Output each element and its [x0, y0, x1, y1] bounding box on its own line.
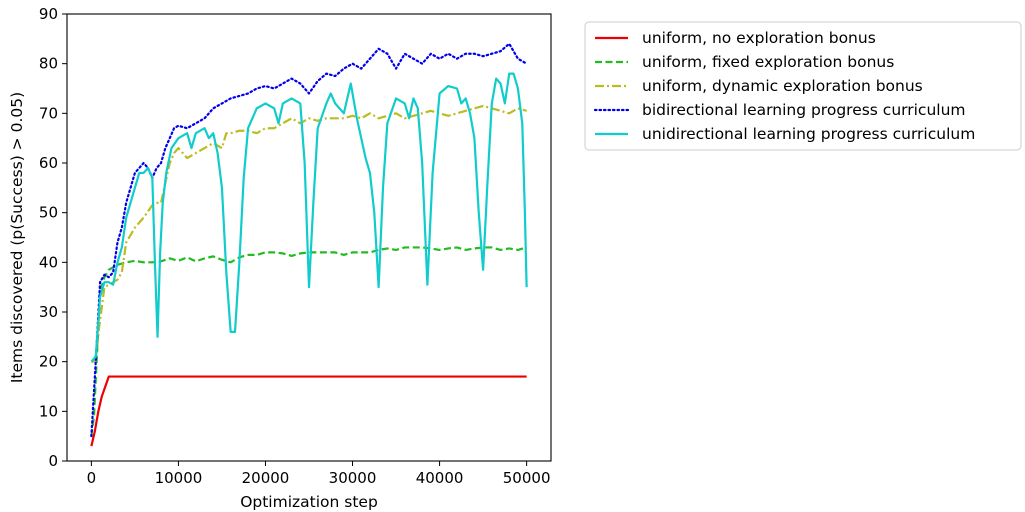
series-line-1: [90, 375, 527, 447]
x-tick-label: 50000: [503, 469, 551, 487]
legend-label-4: bidirectional learning progress curricul…: [642, 101, 966, 119]
legend-label-5: unidirectional learning progress curricu…: [642, 125, 975, 143]
y-tick-label: 70: [39, 104, 58, 122]
legend-label-3: uniform, dynamic exploration bonus: [642, 77, 923, 95]
legend-label-1: uniform, no exploration bonus: [642, 29, 876, 47]
plot-area: [90, 42, 528, 447]
plot-frame: [66, 13, 552, 462]
x-tick-label: 20000: [242, 469, 290, 487]
series-line-2: [90, 246, 527, 437]
x-tick-label: 10000: [155, 469, 203, 487]
legend-frame: [584, 21, 1022, 151]
series-line-3: [91, 104, 527, 363]
y-tick-label: 80: [39, 55, 58, 73]
y-tick-label: 90: [39, 5, 58, 23]
y-tick-label: 10: [39, 402, 58, 420]
y-tick-label: 20: [39, 353, 58, 371]
y-tick-label: 40: [39, 253, 58, 271]
y-tick-label: 50: [39, 204, 58, 222]
y-tick-label: 60: [39, 154, 58, 172]
y-axis-ticks: 0 10 20 30 40 50 60 70 80 90: [39, 5, 67, 470]
legend: uniform, no exploration bonus uniform, fi…: [584, 21, 1022, 151]
y-tick-label: 30: [39, 303, 58, 321]
x-tick-label: 40000: [416, 469, 464, 487]
x-axis-ticks: 0 10000 20000 30000 40000 50000: [87, 461, 551, 487]
series-line-5: [90, 72, 528, 363]
x-tick-label: 0: [87, 469, 97, 487]
y-tick-label: 0: [48, 452, 58, 470]
x-axis-label: Optimization step: [240, 493, 378, 511]
legend-label-2: uniform, fixed exploration bonus: [642, 53, 894, 71]
y-axis-label: Items discovered (p(Success) > 0.05): [8, 92, 26, 383]
x-tick-label: 30000: [329, 469, 377, 487]
series-line-4: [90, 42, 528, 438]
